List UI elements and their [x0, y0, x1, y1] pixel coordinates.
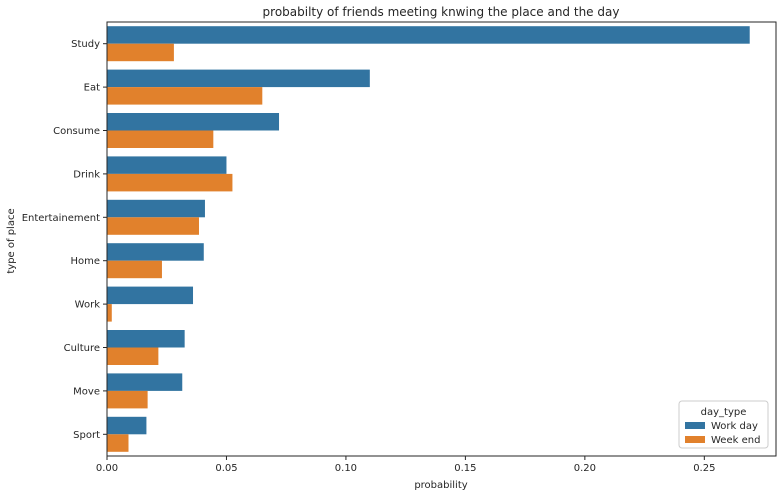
- x-tick-label: 0.00: [96, 463, 118, 474]
- y-tick-label: Study: [71, 39, 100, 50]
- y-tick-label: Move: [73, 386, 100, 397]
- legend-title: day_type: [701, 407, 747, 418]
- x-tick-label: 0.15: [454, 463, 476, 474]
- y-tick-label: Sport: [73, 430, 100, 441]
- y-tick-label: Eat: [84, 83, 100, 94]
- bar-work-day-move: [107, 373, 183, 391]
- y-axis-label: type of place: [6, 208, 17, 273]
- bar-week-end-sport: [107, 434, 129, 452]
- bar-work-day-sport: [107, 416, 147, 435]
- bar-week-end-study: [107, 43, 174, 62]
- ticks-layer: Study Eat Consume Drink Entertainement Home Wo…: [22, 39, 716, 474]
- y-tick-label: Work: [75, 300, 101, 311]
- legend-label: Work day: [711, 421, 758, 432]
- plot-frame: [106, 21, 777, 457]
- x-tick-label: 0.10: [335, 463, 357, 474]
- bar-week-end-move: [107, 390, 148, 409]
- legend-label: Week end: [711, 435, 760, 446]
- y-tick-label: Drink: [73, 169, 100, 180]
- bars-layer: [107, 26, 750, 452]
- bar-work-day-consume: [107, 113, 280, 131]
- x-tick-label: 0.25: [693, 463, 715, 474]
- bar-week-end-work: [107, 304, 112, 322]
- bar-work-day-home: [107, 243, 204, 261]
- x-tick-label: 0.20: [574, 463, 596, 474]
- bar-work-day-eat: [107, 69, 370, 88]
- legend-swatch-week-end: [685, 436, 705, 443]
- y-tick-label: Entertainement: [22, 213, 100, 224]
- bar-week-end-home: [107, 260, 162, 279]
- legend-swatch-work-day: [685, 422, 705, 429]
- bar-week-end-entertainement: [107, 217, 199, 235]
- bar-work-day-study: [107, 26, 750, 44]
- bar-work-day-culture: [107, 330, 185, 348]
- x-axis-label: probability: [414, 480, 467, 491]
- y-tick-label: Culture: [64, 343, 100, 354]
- bar-work-day-work: [107, 286, 194, 305]
- y-tick-label: Home: [70, 256, 100, 267]
- chart-title: probabilty of friends meeting knwing the…: [263, 5, 620, 19]
- bar-week-end-culture: [107, 347, 159, 365]
- bar-week-end-consume: [107, 130, 214, 148]
- y-tick-label: Consume: [53, 126, 100, 137]
- bar-week-end-drink: [107, 173, 233, 192]
- bar-work-day-entertainement: [107, 199, 205, 218]
- x-tick-label: 0.05: [215, 463, 237, 474]
- bar-work-day-drink: [107, 156, 227, 174]
- bar-week-end-eat: [107, 87, 263, 105]
- legend: day_type Work day Week end: [678, 400, 769, 449]
